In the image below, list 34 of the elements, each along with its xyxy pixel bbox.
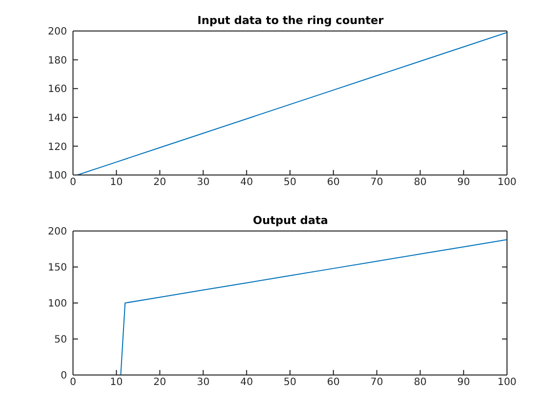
y-tick-label: 140 (48, 112, 67, 124)
x-tick-label: 50 (284, 177, 296, 188)
x-tick-label: 10 (110, 377, 123, 388)
chart-title: Input data to the ring counter (196, 14, 385, 28)
x-tick-label: 80 (414, 177, 427, 188)
y-tick-label: 120 (48, 142, 67, 153)
x-tick-label: 30 (196, 377, 210, 388)
chart-title: Output data (252, 214, 330, 228)
x-tick-label: 70 (370, 177, 384, 188)
y-tick-label: 150 (48, 262, 67, 274)
x-tick-label: 50 (284, 377, 296, 388)
x-tick-label: 20 (153, 177, 166, 188)
y-tick-label: 50 (54, 334, 67, 346)
x-tick-label: 100 (497, 377, 517, 388)
y-tick-label: 180 (48, 55, 67, 66)
x-tick-label: 10 (110, 177, 123, 188)
x-tick-label: 40 (240, 177, 253, 188)
x-tick-label: 40 (240, 377, 253, 388)
x-tick-label: 80 (414, 377, 427, 388)
x-tick-label: 90 (457, 377, 470, 388)
y-tick-label: 100 (48, 298, 67, 310)
line-series (76, 32, 507, 175)
y-tick-label: 200 (48, 226, 67, 238)
x-tick-label: 90 (457, 177, 470, 188)
x-tick-label: 30 (196, 177, 210, 188)
y-tick-label: 200 (48, 26, 67, 38)
x-tick-label: 60 (327, 377, 340, 388)
x-tick-label: 0 (70, 377, 76, 388)
x-tick-label: 0 (70, 177, 76, 188)
x-tick-label: 20 (153, 377, 166, 388)
y-tick-label: 160 (48, 84, 67, 96)
x-tick-label: 70 (370, 377, 384, 388)
x-tick-label: 100 (497, 177, 517, 188)
x-tick-label: 60 (327, 177, 340, 188)
